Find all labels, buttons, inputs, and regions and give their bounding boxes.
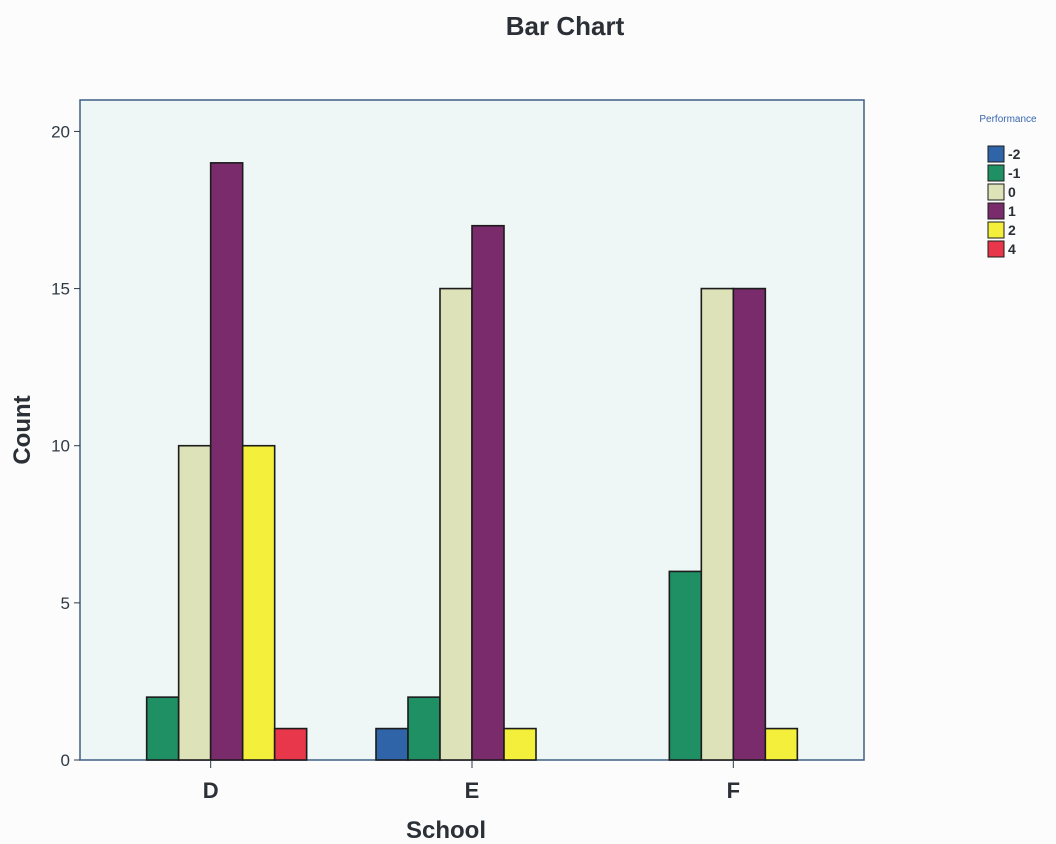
x-tick-label: E <box>465 778 480 803</box>
legend-swatch <box>987 164 1005 182</box>
legend-label: -2 <box>1008 146 1021 162</box>
legend-label: -1 <box>1008 165 1021 181</box>
bar-F-2 <box>764 727 799 761</box>
y-axis-title: Count <box>9 395 36 464</box>
bar-D--1 <box>145 696 180 761</box>
bars <box>145 162 799 761</box>
y-tick-label: 15 <box>51 280 70 299</box>
bar-F-1 <box>732 287 767 761</box>
legend-label: 2 <box>1008 222 1016 238</box>
legend-label: 4 <box>1008 241 1016 257</box>
legend-swatch <box>987 145 1005 163</box>
legend-label: 0 <box>1008 184 1016 200</box>
y-tick-label: 5 <box>61 594 70 613</box>
bar-D-2 <box>241 444 276 761</box>
bar-F-0 <box>700 287 735 761</box>
bar-E-2 <box>503 727 537 761</box>
bar-D-4 <box>273 727 308 761</box>
legend-swatch <box>987 183 1005 201</box>
bar-F--1 <box>668 570 703 761</box>
y-tick-label: 0 <box>61 751 70 770</box>
bar-E--1 <box>407 696 441 761</box>
x-tick-label: D <box>203 778 219 803</box>
x-axis: D E F <box>203 760 740 803</box>
bar-D-1 <box>209 162 244 761</box>
legend-label: 1 <box>1008 203 1016 219</box>
y-tick-label: 10 <box>51 437 70 456</box>
legend: Performance -2 -1 0 1 2 4 <box>979 114 1037 258</box>
y-tick-label: 20 <box>51 122 70 141</box>
bar-D-0 <box>177 444 212 761</box>
chart-title: Bar Chart <box>506 11 625 41</box>
legend-swatch <box>987 221 1005 239</box>
x-tick-label: F <box>727 778 740 803</box>
x-axis-title: School <box>406 817 486 844</box>
y-axis: 0 5 10 15 20 <box>51 122 80 770</box>
legend-title: Performance <box>979 114 1037 125</box>
bar-E-1 <box>471 224 505 761</box>
legend-swatch <box>987 202 1005 220</box>
legend-swatch <box>987 240 1005 258</box>
bar-E--2 <box>375 727 409 761</box>
bar-E-0 <box>439 287 473 761</box>
